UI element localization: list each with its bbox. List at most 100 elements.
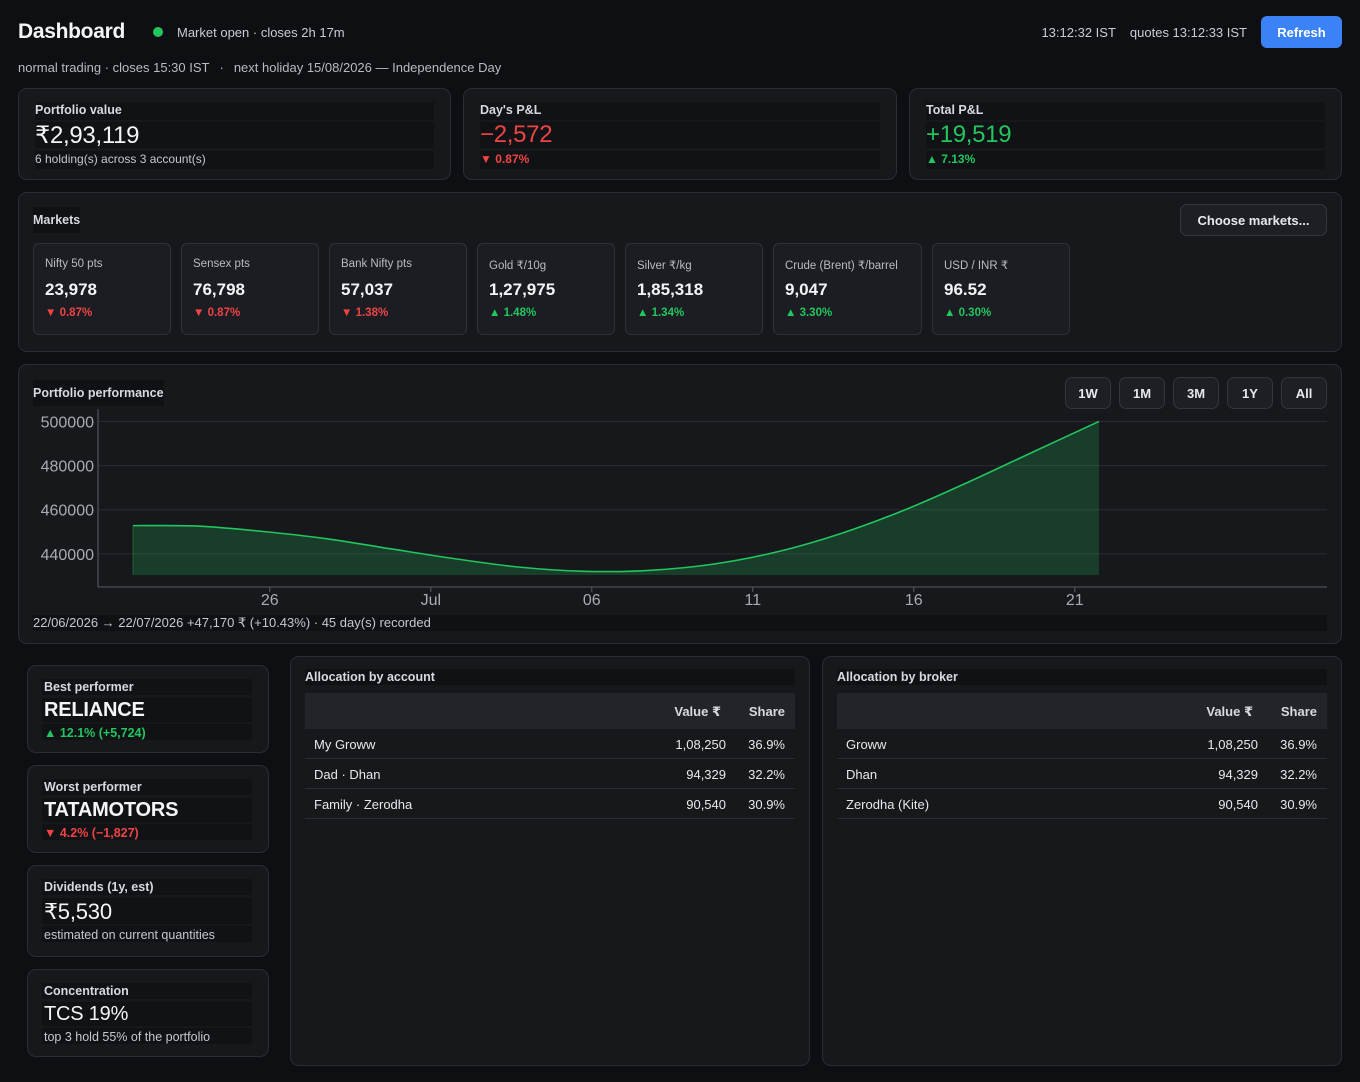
x-tick-label: 11: [744, 592, 761, 609]
row-name: Groww: [846, 737, 887, 752]
market-tile-change: ▼ 1.38%: [341, 307, 389, 319]
insight-label: Dividends (1y, est): [44, 880, 154, 894]
worst-performer-card: Worst performer TATAMOTORS ▼ 4.2% (−1,82…: [27, 765, 269, 853]
market-tile-change: ▲ 1.34%: [637, 307, 685, 319]
refresh-button[interactable]: Refresh: [1261, 16, 1342, 48]
column-header-value: Value ₹: [1206, 704, 1253, 719]
table-row: Family · Zerodha 90,540 30.9%: [305, 789, 795, 819]
kpi-sub: 6 holding(s) across 3 account(s): [35, 152, 206, 166]
concentration-card: Concentration TCS 19% top 3 hold 55% of …: [27, 969, 269, 1057]
market-tile-gold[interactable]: Gold ₹/10g 1,27,975 ▲ 1.48%: [477, 243, 615, 335]
range-button-3m[interactable]: 3M: [1173, 377, 1219, 409]
next-holiday: next holiday 15/08/2026 — Independence D…: [233, 60, 502, 75]
allocation-by-broker-panel: Allocation by broker Value ₹ Share Groww…: [822, 656, 1342, 1066]
market-tile-label: Nifty 50 pts: [45, 258, 103, 270]
x-tick-label: Jul: [421, 592, 441, 609]
market-tile-value: 1,27,975: [489, 280, 556, 299]
row-value: 1,08,250: [675, 737, 726, 752]
insight-value: ₹5,530: [44, 899, 112, 924]
insight-label: Concentration: [44, 984, 129, 998]
market-tile-change: ▼ 0.87%: [193, 307, 241, 319]
insight-label: Worst performer: [44, 780, 142, 794]
series-area: [133, 421, 1099, 575]
row-share: 32.2%: [748, 767, 785, 782]
row-value: 90,540: [1218, 797, 1258, 812]
kpi-value: +19,519: [926, 121, 1012, 148]
quotes-time: quotes 13:12:33 IST: [1129, 24, 1247, 40]
kpi-card-portfolio-value: Portfolio value ₹2,93,119 6 holding(s) a…: [18, 88, 451, 180]
column-header-share: Share: [1280, 704, 1317, 719]
performance-chart: 500000 480000 460000 440000 26 Jul 06 11 16 21: [41, 409, 1327, 609]
market-status-dot-icon: [153, 27, 163, 37]
market-tile-change: ▲ 1.48%: [489, 307, 537, 319]
market-tile-value: 96.52: [944, 280, 987, 299]
performance-summary: 22/06/2026 → 22/07/2026 +47,170 ₹ (+10.4…: [33, 615, 1327, 631]
kpi-sub: ▼ 0.87%: [480, 152, 530, 166]
market-tile-crude[interactable]: Crude (Brent) ₹/barrel 9,047 ▲ 3.30%: [773, 243, 922, 335]
kpi-card-total-pnl: Total P&L +19,519 ▲ 7.13%: [909, 88, 1342, 180]
trading-hours: normal trading · closes 15:30 IST: [18, 60, 210, 75]
row-share: 32.2%: [1280, 767, 1317, 782]
row-name: Dad · Dhan: [314, 767, 381, 782]
allocation-by-account-panel: Allocation by account Value ₹ Share My G…: [290, 656, 810, 1066]
table-row: Groww 1,08,250 36.9%: [837, 729, 1327, 759]
y-tick-label: 500000: [41, 414, 94, 431]
range-button-1y[interactable]: 1Y: [1227, 377, 1273, 409]
insight-value: RELIANCE: [44, 699, 145, 721]
top-bar: Dashboard Market open · closes 2h 17m 13…: [18, 16, 1342, 48]
range-button-1m[interactable]: 1M: [1119, 377, 1165, 409]
table-row: Dhan 94,329 32.2%: [837, 759, 1327, 789]
market-tile-bank-nifty[interactable]: Bank Nifty pts 57,037 ▼ 1.38%: [329, 243, 467, 335]
market-tile-label: Silver ₹/kg: [637, 260, 692, 272]
separator: ·: [219, 60, 224, 75]
x-tick-label: 06: [583, 592, 601, 609]
insight-value: TCS 19%: [44, 1003, 129, 1025]
market-tile-silver[interactable]: Silver ₹/kg 1,85,318 ▲ 1.34%: [625, 243, 763, 335]
insight-sub: estimated on current quantities: [44, 928, 215, 942]
market-tile-nifty50[interactable]: Nifty 50 pts 23,978 ▼ 0.87%: [33, 243, 171, 335]
market-tile-label: Bank Nifty pts: [341, 258, 412, 270]
allocation-account-title: Allocation by account: [305, 669, 795, 685]
insight-label: Best performer: [44, 680, 134, 694]
best-performer-card: Best performer RELIANCE ▲ 12.1% (+5,724): [27, 665, 269, 753]
y-tick-label: 480000: [41, 459, 94, 476]
performance-title: Portfolio performance: [33, 380, 164, 406]
kpi-sub: ▲ 7.13%: [926, 152, 976, 166]
insight-sub: top 3 hold 55% of the portfolio: [44, 1030, 211, 1044]
market-tile-value: 1,85,318: [637, 280, 704, 299]
market-tile-sensex[interactable]: Sensex pts 76,798 ▼ 0.87%: [181, 243, 319, 335]
x-tick-label: 26: [261, 592, 279, 609]
row-name: My Groww: [314, 737, 376, 752]
x-tick-label: 21: [1066, 592, 1084, 609]
dividends-card: Dividends (1y, est) ₹5,530 estimated on …: [27, 865, 269, 957]
row-name: Family · Zerodha: [314, 797, 413, 812]
market-tile-label: Sensex pts: [193, 258, 250, 270]
row-name: Zerodha (Kite): [846, 797, 930, 812]
kpi-label: Portfolio value: [35, 103, 122, 117]
kpi-label: Total P&L: [926, 103, 984, 117]
market-tile-value: 23,978: [45, 280, 97, 299]
range-button-all[interactable]: All: [1281, 377, 1327, 409]
row-share: 36.9%: [748, 737, 785, 752]
row-value: 94,329: [686, 767, 726, 782]
table-row: Zerodha (Kite) 90,540 30.9%: [837, 789, 1327, 819]
market-tile-change: ▲ 3.30%: [785, 307, 833, 319]
table-row: My Groww 1,08,250 36.9%: [305, 729, 795, 759]
range-button-1w[interactable]: 1W: [1065, 377, 1111, 409]
kpi-card-days-pnl: Day's P&L −2,572 ▼ 0.87%: [463, 88, 897, 180]
performance-panel: Portfolio performance 1W 1M 3M 1Y All 50…: [18, 364, 1342, 644]
market-tile-label: USD / INR ₹: [944, 260, 1009, 272]
top-right-group: 13:12:32 IST quotes 13:12:33 IST Refresh: [1041, 16, 1342, 48]
column-header-share: Share: [748, 704, 785, 719]
choose-markets-button[interactable]: Choose markets...: [1180, 204, 1327, 236]
allocation-broker-title: Allocation by broker: [837, 669, 1327, 685]
market-tile-change: ▲ 0.30%: [944, 307, 992, 319]
kpi-value: ₹2,93,119: [35, 122, 140, 149]
row-share: 36.9%: [1280, 737, 1317, 752]
row-value: 90,540: [686, 797, 726, 812]
markets-panel: Markets Choose markets... Nifty 50 pts 2…: [18, 192, 1342, 352]
y-tick-label: 440000: [41, 547, 94, 564]
row-share: 30.9%: [1280, 797, 1317, 812]
market-tile-usd-inr[interactable]: USD / INR ₹ 96.52 ▲ 0.30%: [932, 243, 1070, 335]
market-tile-label: Crude (Brent) ₹/barrel: [785, 260, 898, 272]
